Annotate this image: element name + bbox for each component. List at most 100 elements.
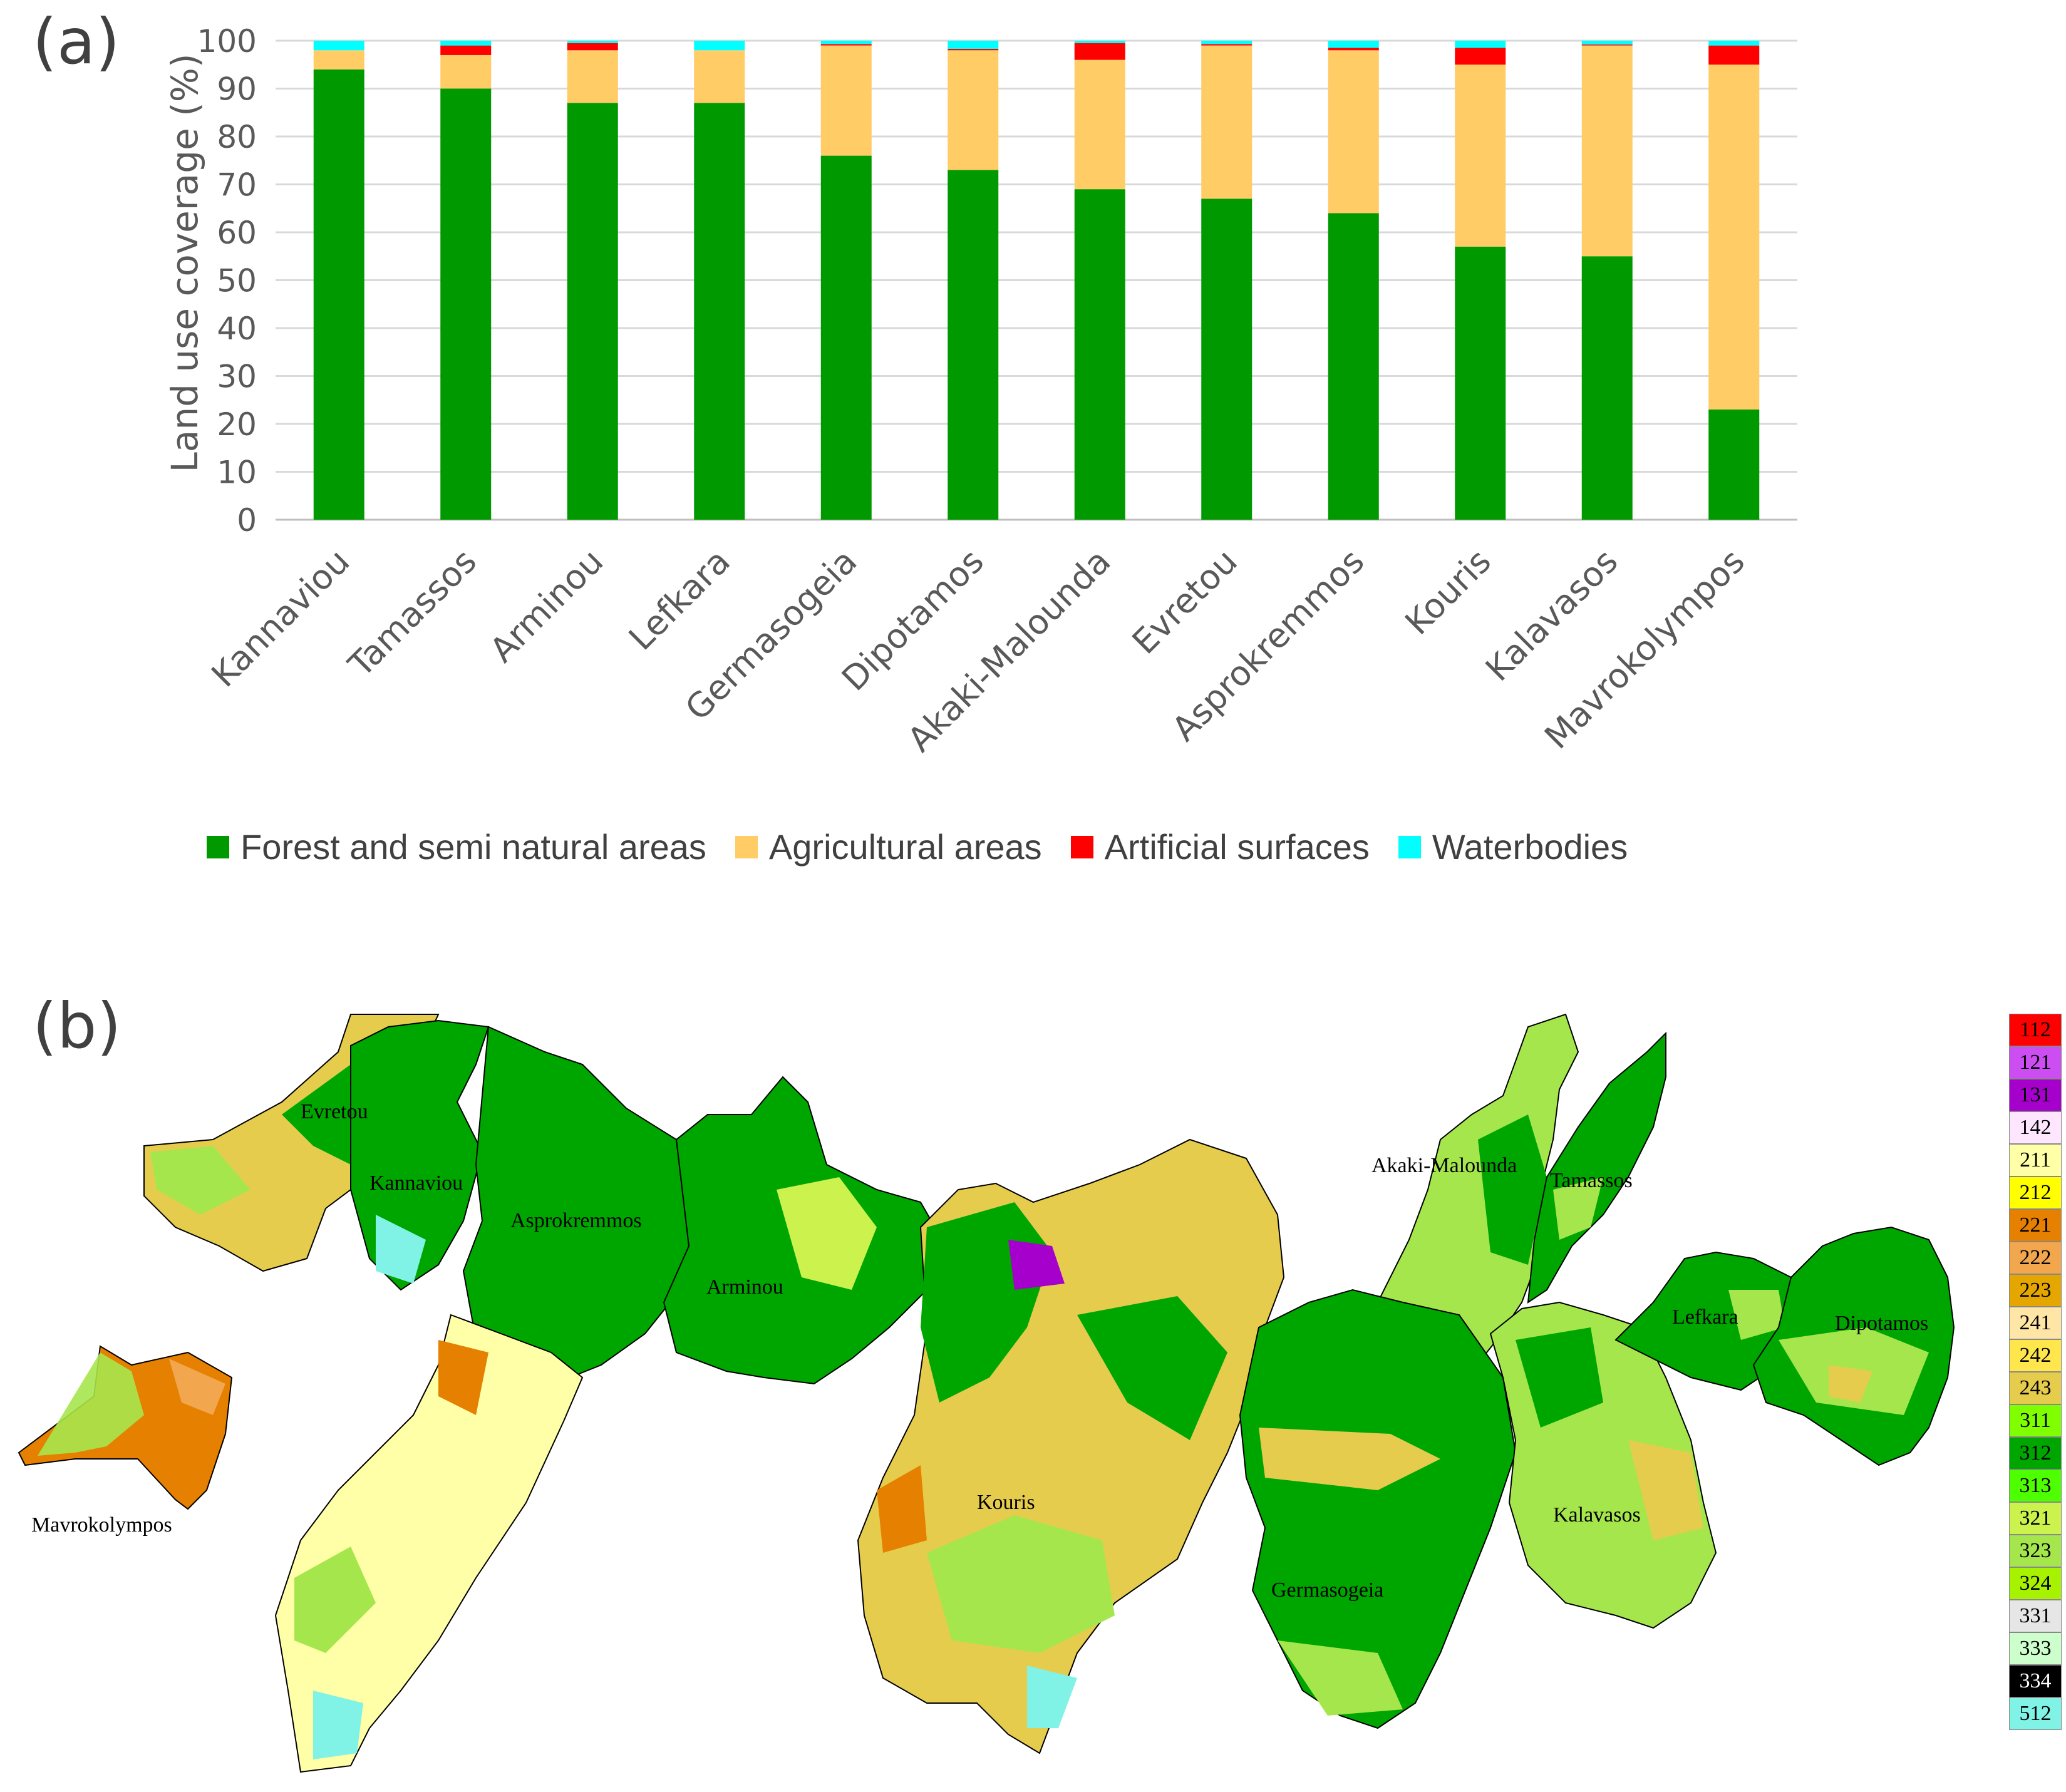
y-tick-label: 0 [237,502,257,538]
chart-gridlines [276,39,1797,521]
map-legend-item-324: 324 [2009,1567,2062,1600]
map-legend-item-313: 313 [2009,1470,2062,1502]
legend-swatch [1070,835,1093,858]
basin-label-germasogeia: Germasogeia [1271,1578,1383,1602]
legend-label: Forest and semi natural areas [240,827,706,867]
bar-segment-arminou-1 [567,50,618,103]
bar-segment-mavrokolympos-2 [1708,45,1760,65]
bar-segment-evretou-2 [1201,44,1253,46]
basin-label-lefkara: Lefkara [1672,1305,1738,1329]
bar-segment-lefkara-1 [694,50,745,103]
stacked-bar-chart: 0 10 20 30 40 50 60 70 80 90 100 KannaviouTamassos… [163,23,1797,760]
bar-segment-kalavasos-1 [1581,45,1633,257]
map-legend-item-212: 212 [2009,1177,2062,1209]
map-legend-item-311: 311 [2009,1404,2062,1437]
panel-a-label: (a) [33,5,120,78]
bar-segment-kalavasos-2 [1581,44,1633,46]
bar-segment-evretou-1 [1201,45,1253,199]
map-legend-item-331: 331 [2009,1600,2062,1632]
y-tick-label: 50 [217,263,257,299]
map-legend-item-142: 142 [2009,1111,2062,1144]
x-tick-label: Arminou [482,542,611,670]
basin-label-kouris: Kouris [977,1491,1035,1514]
basin-label-kannaviou: Kannaviou [369,1171,463,1195]
bar-segment-akaki-malounda-3 [1074,41,1125,43]
x-tick-label: Kannaviou [204,542,358,695]
bar-segment-dipotamos-0 [948,170,999,520]
bar-segment-kannaviou-0 [313,69,364,520]
basin-labels: Evretou Kannaviou Asprokremmos Arminou M… [31,1100,1928,1602]
bar-segment-asprokremmos-2 [1328,48,1379,51]
y-tick-label: 100 [197,23,257,59]
map-legend-item-243: 243 [2009,1372,2062,1404]
bar-segment-germasogeia-3 [820,41,872,44]
y-tick-label: 40 [217,311,257,347]
map-legend-item-112: 112 [2009,1014,2062,1046]
legend-label: Artificial surfaces [1104,827,1370,867]
land-use-map: Evretou Kannaviou Asprokremmos Arminou M… [18,1013,1955,1773]
legend-item: Agricultural areas [735,826,1042,867]
map-legend-item-321: 321 [2009,1502,2062,1535]
bar-segment-evretou-0 [1201,198,1253,520]
map-legend-item-221: 221 [2009,1209,2062,1242]
panel-b-label: (b) [33,989,121,1063]
bar-segment-arminou-2 [567,43,618,51]
bar-segment-tamassos-1 [440,54,492,89]
y-tick-label: 20 [217,406,257,443]
map-legend-item-241: 241 [2009,1307,2062,1339]
map-legend-item-334: 334 [2009,1665,2062,1697]
chart-bars [313,41,1760,520]
legend-swatch [1398,835,1421,858]
y-tick-label: 70 [217,167,257,203]
bar-segment-mavrokolympos-1 [1708,64,1760,410]
basin-label-evretou: Evretou [301,1100,368,1123]
map-legend-item-121: 121 [2009,1046,2062,1079]
legend-item: Forest and semi natural areas [207,826,706,867]
map-legend-item-131: 131 [2009,1079,2062,1111]
x-tick-label: Lefkara [621,542,738,658]
bar-segment-asprokremmos-0 [1328,213,1379,520]
legend-swatch [207,835,229,858]
legend-label: Agricultural areas [768,827,1042,867]
bar-segment-akaki-malounda-1 [1074,59,1125,190]
basin-label-tamassos: Tamassos [1550,1169,1633,1192]
bar-segment-dipotamos-2 [948,49,999,51]
x-tick-label: Evretou [1125,542,1245,662]
bar-segment-arminou-0 [567,103,618,520]
bar-segment-kalavasos-0 [1581,256,1633,520]
y-tick-label: 80 [217,119,257,155]
bar-segment-kouris-2 [1455,48,1506,65]
bar-segment-germasogeia-2 [820,44,872,46]
bar-segment-mavrokolympos-0 [1708,409,1760,520]
map-legend-item-223: 223 [2009,1274,2062,1307]
bar-segment-germasogeia-1 [820,45,872,156]
bar-segment-arminou-3 [567,41,618,43]
basin-label-arminou: Arminou [706,1275,783,1299]
y-tick-label: 60 [217,215,257,251]
bar-segment-kannaviou-1 [313,50,364,70]
bar-segment-akaki-malounda-2 [1074,43,1125,60]
map-legend-item-333: 333 [2009,1632,2062,1665]
map-legend-item-312: 312 [2009,1437,2062,1470]
bar-segment-akaki-malounda-0 [1074,189,1125,520]
bar-segment-evretou-3 [1201,41,1253,44]
legend-label: Waterbodies [1432,827,1628,867]
x-tick-label: Tamassos [341,542,484,685]
basin-label-kalavasos: Kalavasos [1553,1503,1641,1527]
map-legend-item-512: 512 [2009,1697,2062,1730]
bar-segment-tamassos-3 [440,41,492,46]
legend-item: Waterbodies [1398,826,1628,867]
bar-segment-asprokremmos-1 [1328,50,1379,214]
bar-segment-germasogeia-0 [820,155,872,520]
bar-segment-tamassos-2 [440,45,492,55]
y-tick-labels: 0 10 20 30 40 50 60 70 80 90 100 [197,23,257,538]
bar-segment-lefkara-0 [694,103,745,520]
basin-label-dipotamos: Dipotamos [1835,1312,1928,1335]
basin-germasogeia [1239,1289,1517,1729]
legend-swatch [735,835,758,858]
bar-segment-kalavasos-3 [1581,41,1633,45]
legend-item: Artificial surfaces [1070,826,1370,867]
x-tick-label: Kouris [1397,542,1498,642]
basin-asprokremmos [462,1026,690,1391]
